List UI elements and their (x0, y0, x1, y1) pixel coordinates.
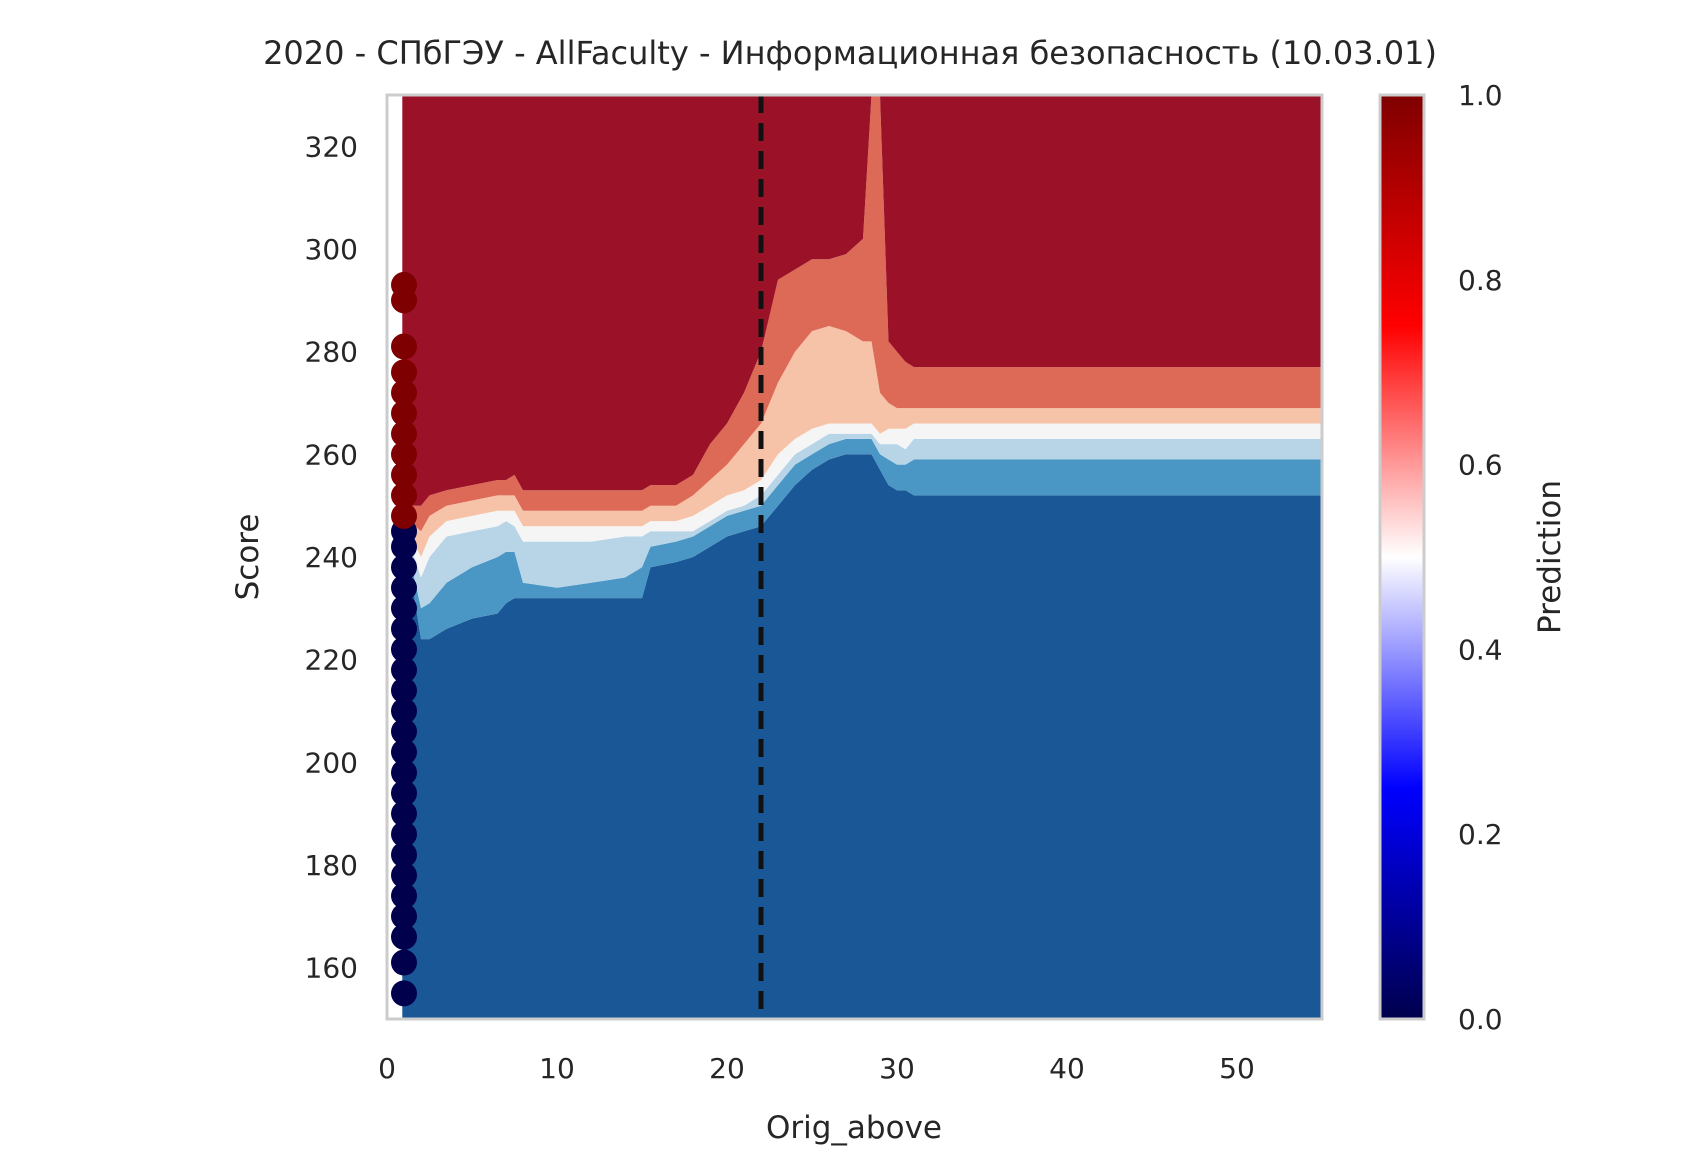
plot-frame (385, 93, 1324, 1021)
scatter-point (391, 271, 417, 298)
colorbar-tick-label: 0.2 (1458, 818, 1503, 851)
y-tick-label: 200 (305, 746, 358, 779)
contour-band-4 (402, 326, 1322, 557)
scatter-points (391, 271, 417, 1007)
colorbar-tick-label: 0.0 (1458, 1003, 1503, 1036)
chart-title: 2020 - СПбГЭУ - AllFaculty - Информацион… (263, 34, 1437, 72)
x-tick-label: 10 (539, 1052, 575, 1085)
scatter-point (391, 333, 417, 360)
scatter-point (391, 780, 417, 807)
scatter-point (391, 980, 417, 1007)
contour-band-0 (402, 454, 1322, 1019)
scatter-point (391, 574, 417, 601)
scatter-point (391, 882, 417, 909)
y-tick-label: 240 (305, 541, 358, 574)
y-tick-label: 260 (305, 438, 358, 471)
scatter-point (391, 461, 417, 488)
scatter-point (391, 615, 417, 642)
scatter-point (391, 903, 417, 930)
colorbar (1378, 93, 1426, 1021)
scatter-point (391, 656, 417, 683)
contour-band-2 (402, 433, 1322, 609)
y-axis-ticks: 160 180 200 220 240 260 280 300 320 (305, 130, 358, 984)
scatter-point (391, 379, 417, 406)
colorbar-tick-label: 0.6 (1458, 449, 1503, 482)
scatter-point (391, 554, 417, 581)
colorbar-tick-label: 0.8 (1458, 264, 1503, 297)
scatter-point (391, 420, 417, 447)
scatter-point (391, 821, 417, 848)
scatter-point (391, 677, 417, 704)
colorbar-tick-label: 0.4 (1458, 633, 1503, 666)
y-axis-label: Score (230, 514, 266, 601)
colorbar-label: Prediction (1532, 480, 1568, 634)
y-tick-label: 320 (305, 130, 358, 163)
scatter-point (391, 718, 417, 745)
contour-band-6 (402, 95, 1322, 506)
scatter-point (391, 949, 417, 976)
contour-band-1 (402, 438, 1322, 640)
scatter-point (391, 502, 417, 529)
colorbar-ticks: 0.0 0.2 0.4 0.6 0.8 1.0 (1458, 79, 1503, 1036)
y-tick-label: 220 (305, 644, 358, 677)
colorbar-tick-label: 1.0 (1458, 79, 1503, 112)
x-axis-ticks: 0 10 20 30 40 50 (378, 1052, 1255, 1085)
scatter-point (391, 441, 417, 468)
scatter-point (391, 923, 417, 950)
scatter-point (391, 698, 417, 724)
scatter-point (391, 841, 417, 868)
x-tick-label: 0 (378, 1052, 396, 1085)
contour-fill (402, 95, 1322, 1019)
y-tick-label: 180 (305, 849, 358, 882)
x-tick-label: 40 (1049, 1052, 1085, 1085)
scatter-point (391, 482, 417, 509)
scatter-point (391, 595, 417, 622)
scatter-point (391, 400, 417, 427)
scatter-point (391, 739, 417, 766)
scatter-point (391, 800, 417, 827)
x-axis-label: Orig_above (766, 1110, 942, 1146)
y-tick-label: 300 (305, 233, 358, 266)
plot-area (391, 95, 1322, 1019)
x-tick-label: 30 (879, 1052, 915, 1085)
contour-band-3 (402, 423, 1322, 578)
scatter-point (391, 759, 417, 786)
x-tick-label: 50 (1219, 1052, 1255, 1085)
y-tick-label: 280 (305, 336, 358, 369)
scatter-point (391, 359, 417, 386)
scatter-point (391, 862, 417, 889)
x-tick-label: 20 (709, 1052, 745, 1085)
y-tick-label: 160 (305, 952, 358, 985)
contour-band-5 (402, 95, 1322, 532)
scatter-point (391, 636, 417, 663)
